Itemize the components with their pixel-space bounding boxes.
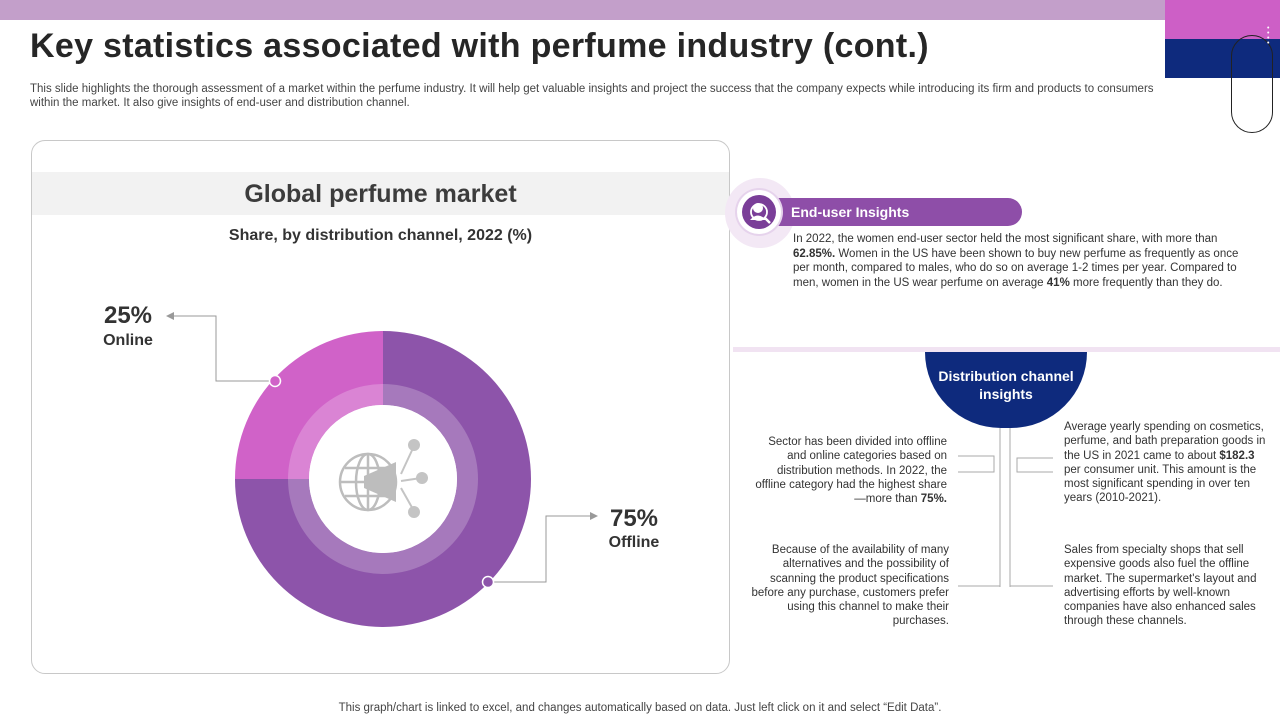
distribution-title: Distribution channel insights bbox=[938, 368, 1074, 402]
online-callout-dot bbox=[268, 374, 282, 388]
offline-percent-label: 75% bbox=[609, 505, 659, 532]
slide-intro: This slide highlights the thorough asses… bbox=[30, 83, 1154, 109]
offline-callout-arrow bbox=[590, 512, 598, 520]
end-user-title: End-user Insights bbox=[791, 204, 910, 220]
distribution-left-top-text: Sector has been divided into offline and… bbox=[755, 436, 947, 506]
distribution-right-top-text: Average yearly spending on cosmetics, pe… bbox=[1064, 421, 1266, 505]
section-divider bbox=[733, 347, 1280, 352]
megaphone-icon bbox=[364, 439, 428, 518]
slide-title: Key statistics associated with perfume i… bbox=[30, 27, 929, 65]
corner-dots-decoration: • • • • bbox=[1267, 25, 1270, 47]
end-user-text: In 2022, the women end-user sector held … bbox=[793, 233, 1239, 289]
chart-title-band bbox=[32, 172, 729, 215]
footer-note: This graph/chart is linked to excel, and… bbox=[338, 702, 942, 714]
user-search-icon bbox=[742, 195, 776, 229]
offline-category-label: Offline bbox=[608, 534, 660, 551]
chart-title: Global perfume market bbox=[244, 180, 517, 208]
corner-hook-decoration bbox=[1231, 35, 1273, 133]
online-category-label: Online bbox=[103, 332, 153, 349]
offline-callout-line bbox=[488, 515, 596, 583]
online-callout-line bbox=[168, 315, 275, 382]
corner-decoration-pink bbox=[1165, 0, 1280, 39]
donut-slice-offline[interactable] bbox=[235, 331, 531, 627]
donut-slice-online[interactable] bbox=[235, 331, 383, 479]
distribution-right-bottom-text: Sales from specialty shops that sell exp… bbox=[1064, 544, 1257, 628]
distribution-left-bottom-text: Because of the availability of many alte… bbox=[751, 544, 949, 628]
offline-callout-dot bbox=[481, 575, 495, 589]
end-user-header-bar bbox=[752, 198, 1022, 226]
online-callout-arrow bbox=[166, 312, 174, 320]
top-accent-bar bbox=[0, 0, 1165, 20]
chart-subtitle: Share, by distribution channel, 2022 (%) bbox=[228, 227, 533, 244]
online-percent-label: 25% bbox=[103, 302, 153, 329]
